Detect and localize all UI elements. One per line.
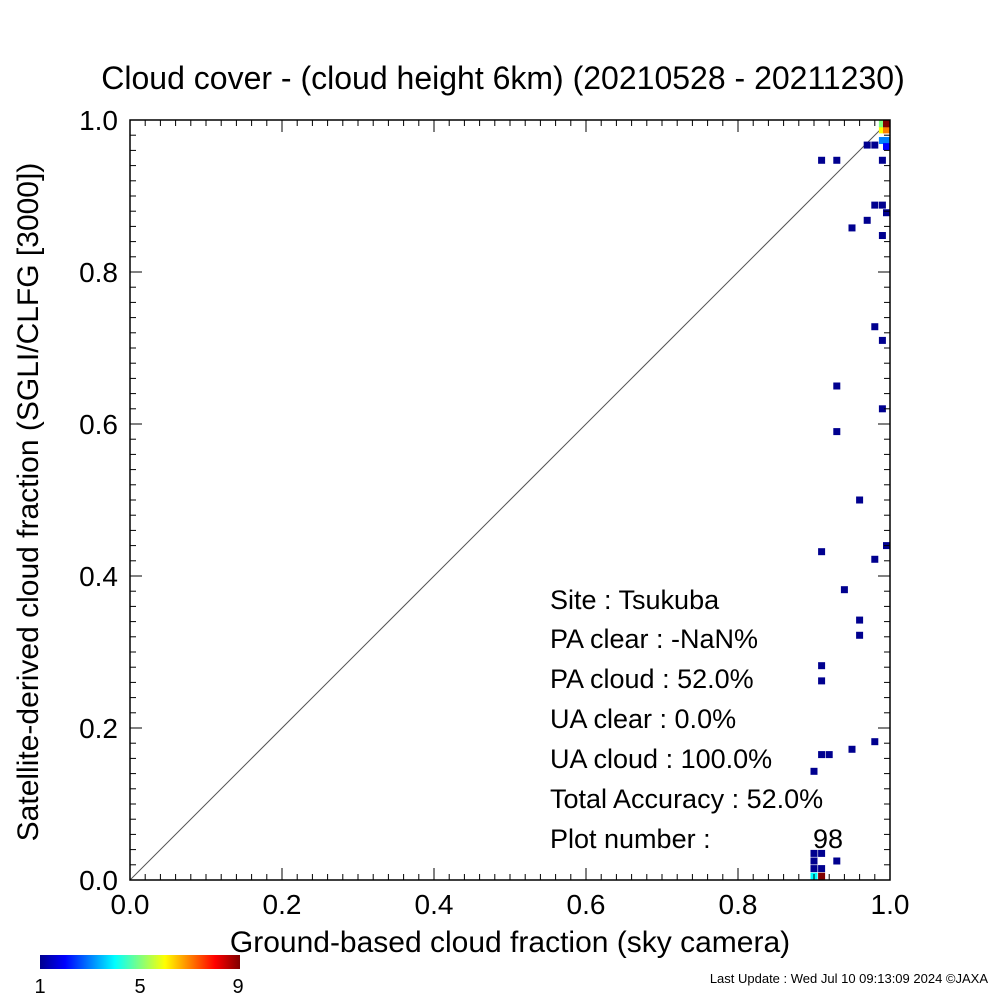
x-tick-labels: 0.0 0.2 0.4 0.6 0.8 1.0 xyxy=(111,889,910,920)
data-point xyxy=(883,137,890,145)
data-point xyxy=(878,405,886,413)
data-point xyxy=(878,336,886,344)
stat-plot-number-value: 98 xyxy=(813,824,843,854)
data-point xyxy=(810,857,818,865)
data-point xyxy=(883,120,890,128)
x-tick-label: 0.6 xyxy=(567,889,606,920)
data-point xyxy=(856,496,864,504)
data-point xyxy=(810,767,818,775)
data-point xyxy=(840,586,848,594)
stat-pa-clear: PA clear : -NaN% xyxy=(550,624,758,654)
x-tick-label: 1.0 xyxy=(871,889,910,920)
data-point xyxy=(871,141,879,149)
data-point xyxy=(871,323,879,331)
data-point xyxy=(848,745,856,753)
data-point xyxy=(856,631,864,639)
data-point xyxy=(833,857,841,865)
x-tick-label: 0.8 xyxy=(719,889,758,920)
y-tick-label: 1.0 xyxy=(79,105,118,136)
data-point xyxy=(878,156,886,164)
data-point xyxy=(833,156,841,164)
stat-plot-number-label: Plot number : xyxy=(550,824,711,854)
data-point xyxy=(878,201,886,209)
y-axis-label: Satellite-derived cloud fraction (SGLI/C… xyxy=(12,163,45,842)
colorbar-label-mid: 5 xyxy=(134,976,145,998)
data-point xyxy=(883,126,890,134)
data-point xyxy=(810,865,818,873)
data-point xyxy=(878,137,886,145)
data-point xyxy=(818,662,826,670)
plot-area xyxy=(129,119,891,881)
data-point xyxy=(856,616,864,624)
data-point xyxy=(878,232,886,240)
data-point xyxy=(833,382,841,390)
data-point xyxy=(863,216,871,224)
data-point xyxy=(818,156,826,164)
statistics-panel: Site : Tsukuba PA clear : -NaN% PA cloud… xyxy=(550,585,843,854)
data-point xyxy=(871,201,879,209)
data-point xyxy=(833,428,841,436)
data-point xyxy=(818,849,826,857)
colorbar xyxy=(40,955,240,969)
y-tick-label: 0.6 xyxy=(79,409,118,440)
data-point xyxy=(848,224,856,232)
y-tick-label: 0.2 xyxy=(79,713,118,744)
stat-pa-cloud: PA cloud : 52.0% xyxy=(550,664,754,694)
stat-ua-cloud: UA cloud : 100.0% xyxy=(550,744,772,774)
y-tick-label: 0.0 xyxy=(79,865,118,896)
data-point xyxy=(871,555,879,563)
data-point xyxy=(818,865,826,873)
footer-last-update: Last Update : Wed Jul 10 09:13:09 2024 ©… xyxy=(710,971,989,986)
data-point xyxy=(883,143,890,151)
data-point xyxy=(818,872,826,880)
data-point xyxy=(818,751,826,759)
x-tick-label: 0.4 xyxy=(415,889,454,920)
data-point xyxy=(878,126,886,134)
x-axis-label: Ground-based cloud fraction (sky camera) xyxy=(230,926,790,959)
data-point xyxy=(863,141,871,149)
reference-line-y-equals-x xyxy=(129,119,891,881)
data-point xyxy=(871,738,879,746)
stat-site: Site : Tsukuba xyxy=(550,585,720,615)
data-point xyxy=(818,677,826,685)
stat-total-accuracy: Total Accuracy : 52.0% xyxy=(550,784,823,814)
data-point xyxy=(810,849,818,857)
data-point xyxy=(878,120,886,128)
data-point xyxy=(818,548,826,556)
stat-ua-clear: UA clear : 0.0% xyxy=(550,704,736,734)
x-tick-label: 0.2 xyxy=(263,889,302,920)
x-tick-label: 0.0 xyxy=(111,889,150,920)
data-point xyxy=(825,751,833,759)
y-tick-label: 0.8 xyxy=(79,257,118,288)
y-tick-label: 0.4 xyxy=(79,561,118,592)
y-tick-labels: 0.0 0.2 0.4 0.6 0.8 1.0 xyxy=(79,105,118,896)
axis-ticks xyxy=(129,119,891,881)
data-points-layer xyxy=(810,120,890,880)
colorbar-label-max: 9 xyxy=(232,976,243,998)
data-point xyxy=(883,209,890,217)
colorbar-label-min: 1 xyxy=(34,976,45,998)
chart-title: Cloud cover - (cloud height 6km) (202105… xyxy=(101,60,904,96)
